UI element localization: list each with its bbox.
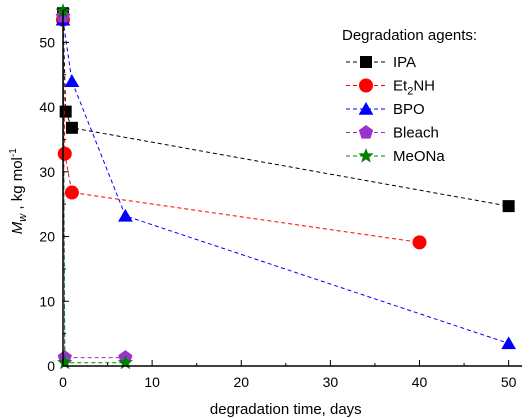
legend-label: IPA: [393, 54, 416, 71]
x-axis-title: degradation time, days: [210, 401, 362, 418]
y-tick-label: 50: [39, 34, 55, 50]
y-tick-label: 40: [39, 99, 55, 115]
y-tick-label: 0: [47, 358, 55, 374]
legend-marker: [360, 56, 372, 68]
legend-entry-ipa: IPA: [346, 54, 416, 71]
series-line: [62, 19, 420, 243]
legend: Degradation agents: IPA Et2NH BPO Bleach MeON…: [342, 27, 477, 165]
y-axis-title: Mw , kg mol-1: [8, 148, 29, 234]
series-line: [62, 19, 509, 344]
legend-marker: [358, 148, 374, 163]
y-tick-label: 20: [39, 229, 55, 245]
legend-marker: [359, 78, 373, 93]
series-bleach: [55, 8, 133, 364]
data-point: [412, 235, 427, 250]
x-tick-label: 50: [501, 374, 517, 390]
x-tick-label: 10: [144, 374, 160, 390]
x-tick-label: 20: [233, 374, 249, 390]
data-point: [57, 354, 73, 370]
series-line: [62, 13, 509, 207]
data-point: [502, 200, 515, 213]
legend-marker: [358, 102, 374, 115]
x-tick-label: 40: [412, 374, 428, 390]
legend-entry-bpo: BPO: [346, 101, 425, 118]
legend-entry-bleach: Bleach: [346, 125, 439, 142]
data-point: [65, 121, 78, 134]
plot-area: [55, 3, 516, 370]
legend-entry-et2nh: Et2NH: [346, 78, 435, 98]
axes: 0 10 20 30 40 50 0 10 20 30 40 50 degradation time, …: [8, 9, 522, 418]
series-meona: [55, 3, 133, 370]
legend-title: Degradation agents:: [342, 27, 477, 44]
data-point: [59, 105, 72, 118]
y-tick-label: 30: [39, 164, 55, 180]
data-point: [64, 185, 79, 200]
legend-label: BPO: [393, 101, 425, 118]
data-point: [117, 354, 133, 370]
legend-label: Bleach: [393, 125, 439, 142]
series-bpo: [55, 12, 516, 350]
data-point: [501, 336, 516, 350]
legend-entry-meona: MeONa: [346, 148, 445, 165]
x-tick-label: 0: [59, 374, 67, 390]
data-point: [118, 208, 133, 222]
data-point: [57, 146, 72, 161]
legend-label: MeONa: [393, 148, 445, 165]
data-point: [64, 74, 80, 87]
legend-marker: [358, 125, 374, 139]
y-tick-label: 10: [39, 293, 55, 309]
legend-label: Et2NH: [393, 78, 435, 98]
x-tick-label: 30: [323, 374, 339, 390]
